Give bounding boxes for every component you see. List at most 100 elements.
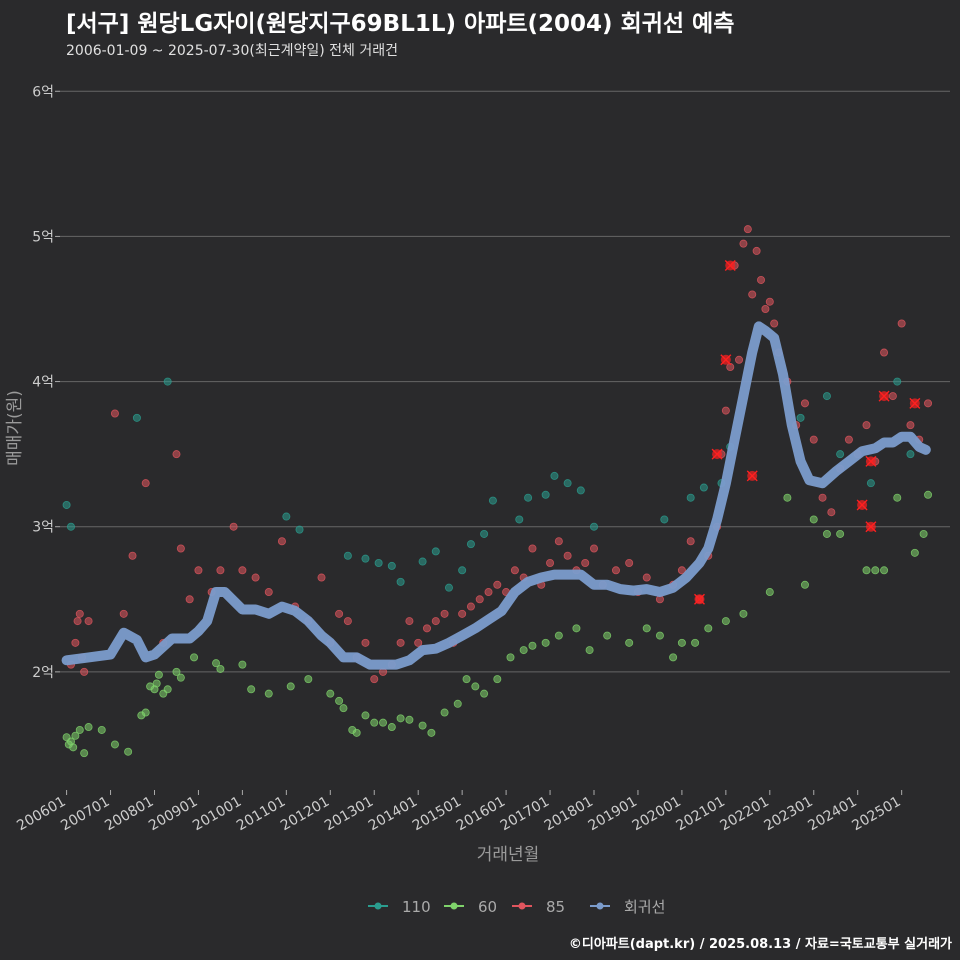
data-point-60 [809,515,818,524]
data-point-110 [444,583,453,592]
data-point-60 [822,529,831,538]
data-point-85 [80,667,89,676]
data-point-85 [75,609,84,618]
x-tick-label: 201901 [586,794,640,835]
data-point-110 [699,483,708,492]
y-tick-label: 6억 [32,84,54,100]
data-point-85 [458,609,467,618]
data-point-85 [414,638,423,647]
cross-icon [909,397,921,409]
data-point-60 [910,548,919,557]
data-point-85 [686,537,695,546]
data-point-60 [190,653,199,662]
data-point-85 [546,559,555,568]
data-point-60 [84,723,93,732]
regression-line [61,321,931,670]
data-point-110 [62,500,71,509]
data-point-110 [576,486,585,495]
data-point-85 [277,537,286,546]
data-point-60 [871,566,880,575]
data-point-85 [642,573,651,582]
data-point-85 [752,246,761,255]
x-tick-label: 202001 [630,794,684,835]
data-point-60 [893,493,902,502]
data-point-85 [110,409,119,418]
data-point-110 [374,559,383,568]
data-point-60 [352,728,361,737]
cross-icon [865,521,877,533]
chart-title: [서구] 원당LG자이(원당지구69BL1L) 아파트(2004) 회귀선 예측 [66,11,735,37]
data-point-85 [590,544,599,553]
data-point-60 [418,721,427,730]
highlight-markers [693,259,921,605]
data-point-85 [251,573,260,582]
legend-label: 회귀선 [624,898,665,916]
x-tick-label: 201401 [366,794,420,835]
x-tick-label: 200601 [14,794,68,835]
data-point-85 [844,435,853,444]
data-point-110 [361,554,370,563]
x-tick-label: 201601 [454,794,508,835]
data-point-85 [510,566,519,575]
data-point-110 [132,413,141,422]
data-point-110 [66,522,75,531]
x-tick-label: 201701 [498,794,552,835]
data-point-85 [484,588,493,597]
data-point-110 [590,522,599,531]
x-tick-label: 201201 [278,794,332,835]
data-point-85 [185,595,194,604]
data-point-60 [642,624,651,633]
data-point-60 [405,715,414,724]
data-point-110 [387,561,396,570]
data-point-60 [69,743,78,752]
data-point-110 [836,450,845,459]
data-point-60 [669,653,678,662]
x-tick-label: 201001 [190,794,244,835]
data-point-60 [71,731,80,740]
data-point-85 [888,392,897,401]
data-point-110 [524,493,533,502]
y-tick-label: 2억 [32,665,54,681]
x-tick-label: 201301 [322,794,376,835]
data-point-85 [317,573,326,582]
cross-icon [878,390,890,402]
data-point-110 [796,413,805,422]
data-point-60 [585,646,594,655]
data-point-60 [212,659,221,668]
data-point-85 [761,304,770,313]
data-point-85 [264,588,273,597]
data-point-85 [405,617,414,626]
data-point-85 [440,609,449,618]
data-point-85 [194,566,203,575]
data-point-85 [739,239,748,248]
x-tick-label: 201501 [410,794,464,835]
data-point-110 [541,490,550,499]
data-point-85 [493,580,502,589]
x-tick-label: 201101 [234,794,288,835]
data-point-110 [466,540,475,549]
data-point-85 [73,617,82,626]
y-axis-title: 매매가(원) [5,390,25,466]
cross-icon [856,499,868,511]
data-point-60 [379,718,388,727]
data-point-110 [822,392,831,401]
cross-icon [746,470,758,482]
data-point-60 [141,708,150,717]
data-point-60 [783,493,792,502]
data-point-85 [475,595,484,604]
x-tick-label: 200801 [102,794,156,835]
data-point-60 [335,696,344,705]
data-point-85 [361,638,370,647]
data-point-85 [84,617,93,626]
data-point-110 [893,377,902,386]
data-point-60 [80,749,89,758]
data-point-60 [528,641,537,650]
scatter-points [62,225,933,758]
y-axis-ticks: 2억 3억 4억 5억 6억 [32,84,60,681]
data-point-85 [757,275,766,284]
data-point-85 [743,225,752,234]
data-point-60 [919,529,928,538]
regression-path [61,321,931,670]
data-point-110 [295,525,304,534]
